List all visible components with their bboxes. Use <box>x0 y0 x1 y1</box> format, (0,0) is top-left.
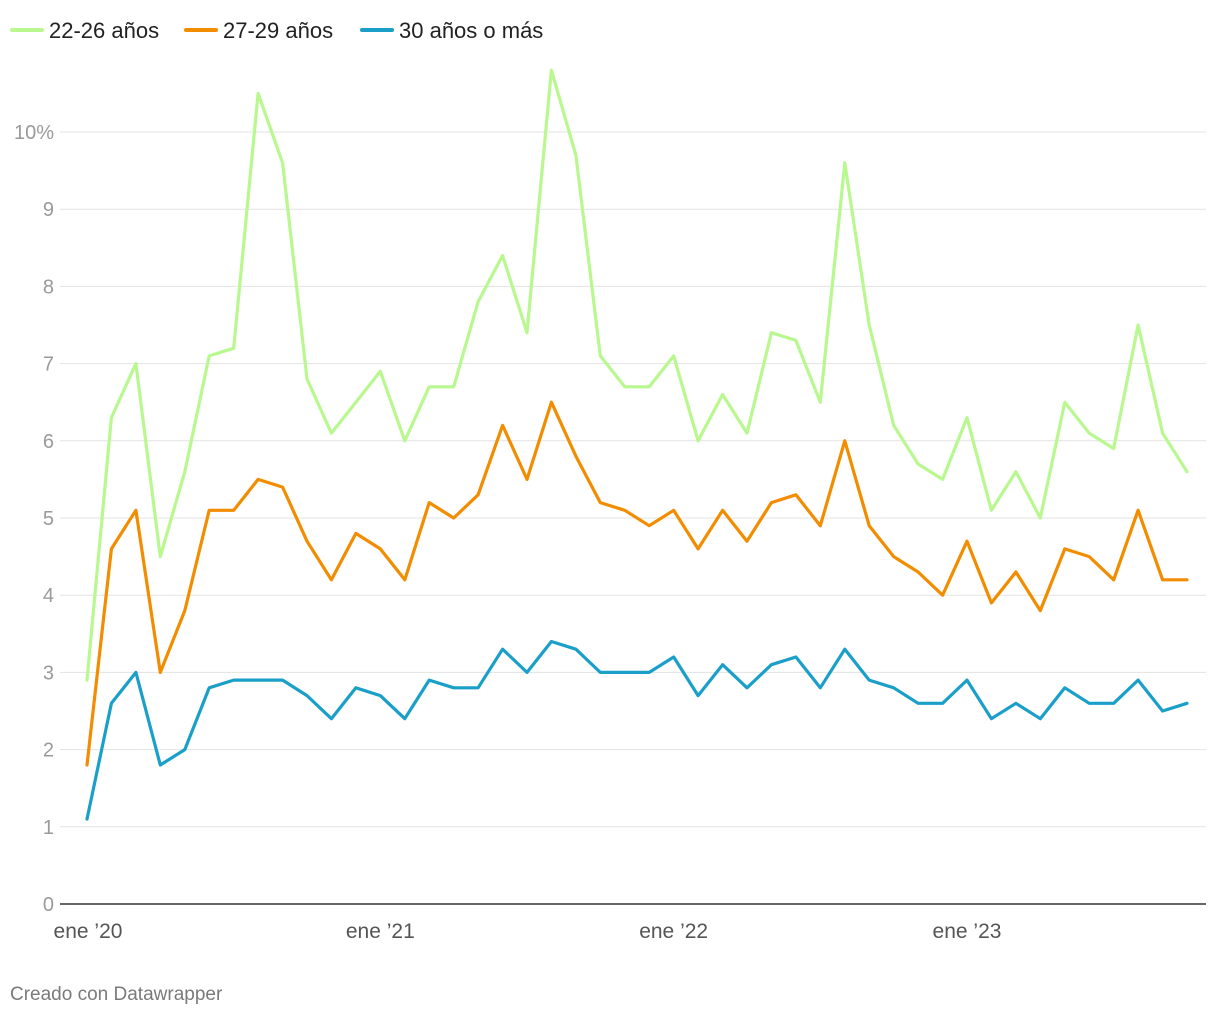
series-line <box>85 639 1189 821</box>
y-tick-label: 5 <box>43 508 54 530</box>
y-tick-label: 7 <box>43 354 54 376</box>
series-line <box>85 400 1189 767</box>
x-tick-label: ene ’23 <box>933 920 1002 943</box>
y-tick-label: 9 <box>43 199 54 221</box>
legend-item: 22-26 años <box>10 18 159 43</box>
legend-label: 27-29 años <box>223 18 333 43</box>
legend-item: 30 años o más <box>360 18 543 43</box>
y-tick-label: 8 <box>43 276 54 298</box>
y-tick-label: 4 <box>43 585 54 607</box>
series-lines <box>85 68 1189 821</box>
series-line <box>85 68 1189 682</box>
x-tick-label: ene ’20 <box>54 920 123 943</box>
grid: 0 1 2 3 4 5 6 7 8 9 10% <box>14 122 1206 916</box>
y-tick-label: 0 <box>43 894 54 916</box>
y-tick-label: 2 <box>43 740 54 762</box>
y-tick-label: 1 <box>43 817 54 839</box>
legend-label: 22-26 años <box>49 18 159 43</box>
legend-item: 27-29 años <box>184 18 333 43</box>
line-chart: 22-26 años 27-29 años 30 años o más 0 1 2 3 4 5… <box>10 18 1206 943</box>
legend-label: 30 años o más <box>399 18 543 43</box>
legend: 22-26 años 27-29 años 30 años o más <box>10 18 543 43</box>
footer-credit: Creado con Datawrapper <box>10 984 223 1005</box>
y-tick-label: 10% <box>14 122 54 144</box>
y-tick-label: 6 <box>43 431 54 453</box>
x-axis: ene ’20 ene ’21 ene ’22 ene ’23 <box>54 920 1002 943</box>
x-tick-label: ene ’22 <box>639 920 708 943</box>
y-tick-label: 3 <box>43 662 54 684</box>
x-tick-label: ene ’21 <box>346 920 415 943</box>
